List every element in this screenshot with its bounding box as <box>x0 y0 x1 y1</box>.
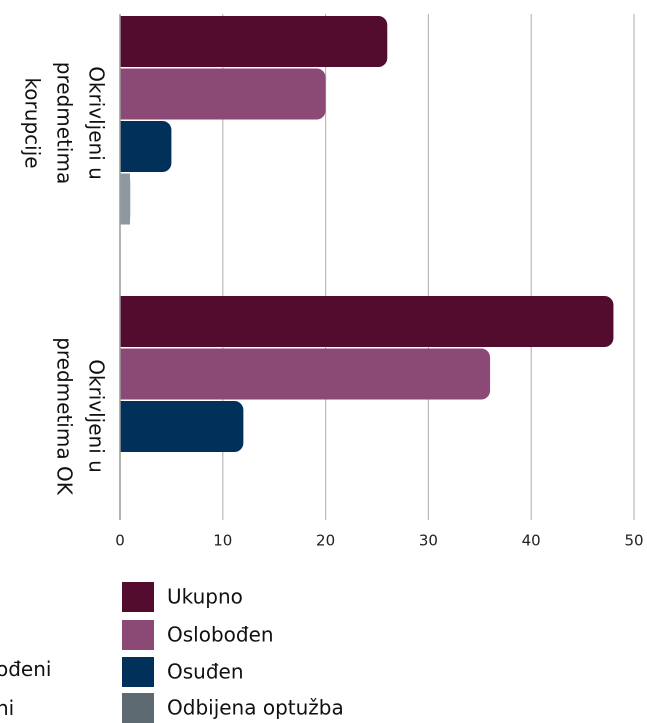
bar-square-edge <box>120 173 130 225</box>
x-tick-labels: 0 10 20 30 40 50 <box>115 532 643 550</box>
bar-square-edge <box>120 121 130 172</box>
bar-square-edge <box>120 68 130 120</box>
category-labels: Okrivljeni u predmetima korupcije Okrivljen… <box>21 62 109 496</box>
bar-osuđen-1 <box>120 121 172 172</box>
x-tick-label: 20 <box>316 532 335 550</box>
legend-swatch <box>122 693 154 723</box>
category-label-line: predmetima <box>53 62 77 184</box>
bar-square-edge <box>120 401 130 452</box>
bar-ukupno-1 <box>120 16 388 67</box>
category-label-line: korupcije <box>21 77 45 168</box>
cropped-text-2: ni <box>0 696 14 720</box>
x-tick-label: 50 <box>624 532 643 550</box>
category-label-line: Okrivljeni u <box>85 359 109 473</box>
legend-label: Odbijena optužba <box>167 696 344 720</box>
bar-ukupno-2 <box>120 296 614 347</box>
bar-osuđen-2 <box>120 401 244 452</box>
legend-label: Osuđen <box>167 660 244 684</box>
x-tick-label: 10 <box>213 532 232 550</box>
legend-label: Oslobođen <box>167 623 274 647</box>
cropped-legend-text: ođeni ni <box>0 657 51 720</box>
x-tick-label: 40 <box>522 532 541 550</box>
category-label-line: predmetima OK <box>53 337 77 496</box>
bars <box>120 16 614 452</box>
legend-swatch <box>122 657 154 687</box>
legend-swatch <box>122 620 154 650</box>
legend-label: Ukupno <box>167 585 243 609</box>
bar-oslobođen-1 <box>120 68 326 120</box>
x-tick-label: 30 <box>419 532 438 550</box>
legend: Ukupno Oslobođen Osuđen Odbijena optužba <box>122 582 344 723</box>
bar-square-edge <box>120 348 130 400</box>
x-tick-label: 0 <box>115 532 125 550</box>
category-label-line: Okrivljeni u <box>85 66 109 180</box>
legend-swatch <box>122 582 154 612</box>
cropped-text-1: ođeni <box>0 657 51 681</box>
bar-oslobođen-2 <box>120 348 491 400</box>
bar-square-edge <box>120 296 130 347</box>
bar-square-edge <box>120 16 130 67</box>
